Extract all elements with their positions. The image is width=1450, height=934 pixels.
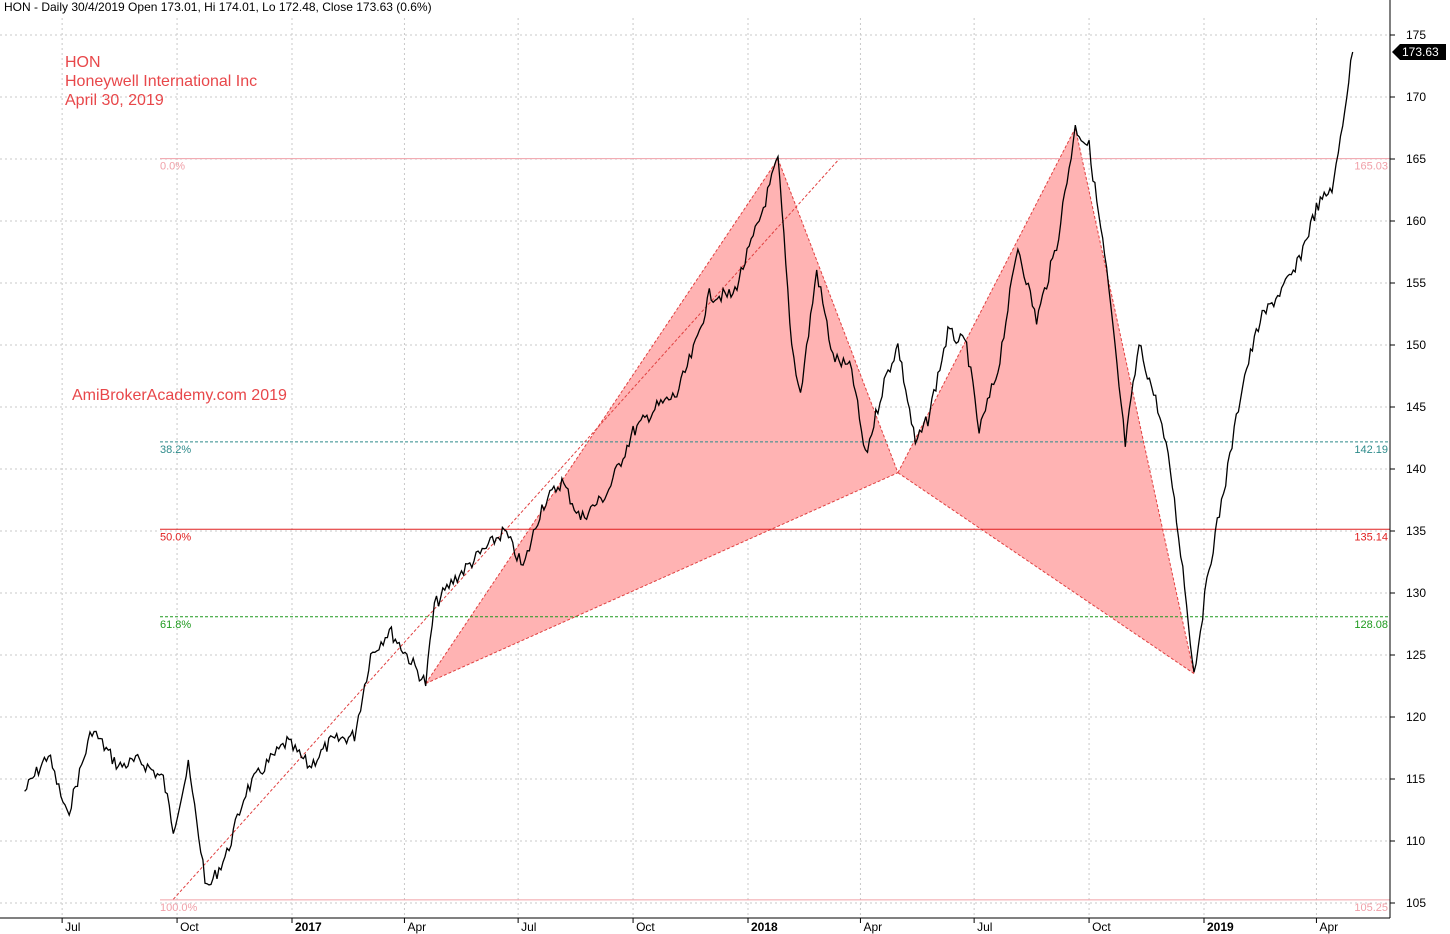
fib-value-label: 128.08	[1354, 619, 1388, 631]
ticker-label: HON	[65, 54, 101, 71]
y-tick-label: 135	[1406, 524, 1426, 538]
y-tick-label: 140	[1406, 462, 1426, 476]
y-tick-label: 165	[1406, 152, 1426, 166]
x-tick-label: 2018	[751, 920, 778, 934]
x-tick-label: Oct	[636, 920, 655, 934]
pattern-triangle-xab	[425, 159, 898, 684]
fib-label: 50.0%	[160, 531, 191, 543]
chart-header: HON - Daily 30/4/2019 Open 173.01, Hi 17…	[4, 0, 432, 14]
fib-label: 0.0%	[160, 161, 185, 173]
y-tick-label: 175	[1406, 28, 1426, 42]
pattern-edge	[425, 472, 899, 684]
pattern-triangle-bcd	[897, 128, 1195, 674]
harmonic-pattern	[172, 127, 1195, 900]
x-tick-label: Apr	[407, 920, 426, 934]
fib-value-label: 135.14	[1354, 531, 1388, 543]
y-tick-label: 105	[1406, 896, 1426, 910]
fibonacci-levels: 0.0% 165.03 38.2% 142.19 50.0% 135.14 61.8% 128…	[160, 158, 1390, 914]
pattern-edge	[425, 158, 779, 684]
y-tick-label: 150	[1406, 338, 1426, 352]
fib-label: 38.2%	[160, 444, 191, 456]
y-tick-label: 115	[1406, 772, 1425, 786]
company-label: Honeywell International Inc	[65, 73, 258, 90]
x-tick-label: Jul	[977, 920, 992, 934]
price-series	[24, 51, 1354, 886]
x-tick-label: 2019	[1207, 920, 1234, 934]
x-tick-label: Jul	[521, 920, 536, 934]
y-tick-label: 170	[1406, 90, 1426, 104]
fib-value-label: 165.03	[1354, 161, 1388, 173]
watermark-label: AmiBrokerAcademy.com 2019	[72, 387, 287, 404]
x-tick-label: Oct	[1092, 920, 1111, 934]
y-tick-label: 145	[1406, 400, 1426, 414]
price-line	[24, 51, 1354, 886]
pattern-edge	[777, 158, 899, 473]
x-tick-label: Apr	[1319, 920, 1338, 934]
x-tick-label: Oct	[180, 920, 199, 934]
pattern-edge	[1074, 127, 1195, 674]
y-tick-label: 130	[1406, 586, 1426, 600]
y-tick-label: 155	[1406, 276, 1426, 290]
y-tick-label: 125	[1406, 648, 1426, 662]
x-tick-label: 2017	[295, 920, 322, 934]
fib-value-label: 142.19	[1354, 444, 1388, 456]
x-tick-label: Jul	[65, 920, 80, 934]
last-price-label: 173.63	[1402, 45, 1439, 59]
y-tick-label: 120	[1406, 710, 1426, 724]
fib-label: 61.8%	[160, 619, 191, 631]
fib-value-label: 105.25	[1354, 902, 1388, 914]
y-tick-label: 160	[1406, 214, 1426, 228]
date-label: April 30, 2019	[65, 92, 164, 109]
fib-label: 100.0%	[160, 902, 198, 914]
y-tick-label: 110	[1406, 834, 1425, 848]
last-price-marker	[1392, 43, 1446, 60]
x-tick-label: Apr	[863, 920, 882, 934]
